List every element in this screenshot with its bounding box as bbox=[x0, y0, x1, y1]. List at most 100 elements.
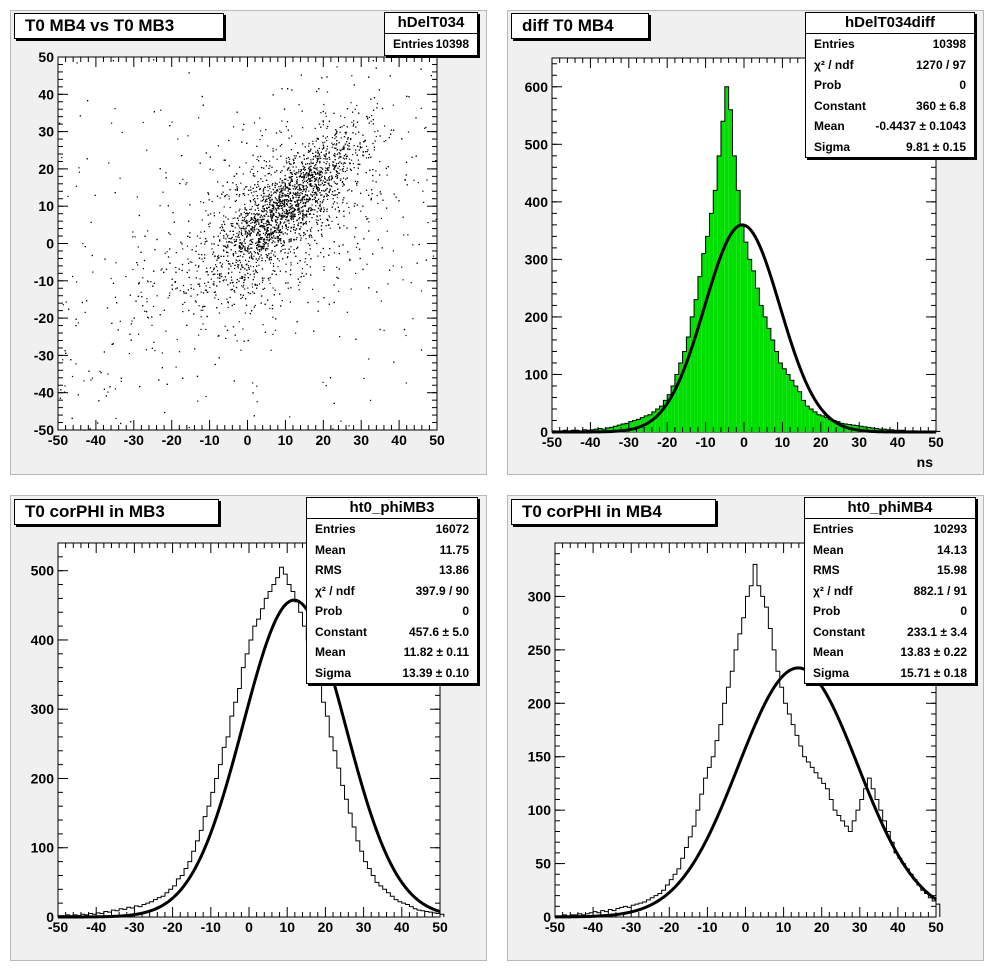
scatter-point bbox=[275, 237, 277, 239]
scatter-point bbox=[263, 239, 265, 241]
scatter-point bbox=[266, 207, 268, 209]
scatter-point bbox=[252, 154, 254, 156]
scatter-point bbox=[274, 227, 276, 229]
scatter-point bbox=[346, 311, 348, 313]
scatter-point bbox=[310, 183, 312, 185]
stats-row: Mean 11.82 ± 0.11 bbox=[307, 642, 477, 663]
scatter-point bbox=[289, 200, 291, 202]
scatter-point bbox=[306, 230, 308, 232]
scatter-point bbox=[249, 235, 251, 237]
scatter-point bbox=[268, 195, 270, 197]
scatter-point bbox=[309, 207, 311, 209]
y-tick-label: 10 bbox=[38, 198, 54, 214]
scatter-point bbox=[338, 172, 340, 174]
scatter-point bbox=[200, 309, 202, 311]
scatter-point bbox=[328, 152, 330, 154]
scatter-point bbox=[278, 188, 280, 190]
scatter-point bbox=[296, 182, 298, 185]
scatter-point bbox=[405, 382, 407, 384]
scatter-point bbox=[175, 366, 177, 368]
scatter-point bbox=[309, 213, 312, 215]
scatter-point bbox=[228, 268, 230, 270]
histogram-bar bbox=[674, 374, 679, 432]
scatter-point bbox=[347, 138, 349, 140]
scatter-point bbox=[273, 214, 275, 216]
scatter-point bbox=[310, 165, 312, 167]
scatter-point bbox=[254, 204, 256, 206]
scatter-point bbox=[282, 233, 284, 235]
scatter-point bbox=[331, 220, 333, 222]
scatter-point bbox=[282, 258, 284, 260]
scatter-point bbox=[289, 183, 291, 185]
scatter-point bbox=[234, 241, 236, 243]
scatter-point bbox=[227, 218, 229, 220]
scatter-point bbox=[284, 188, 286, 190]
scatter-point bbox=[325, 167, 327, 169]
scatter-point bbox=[272, 156, 274, 158]
scatter-point bbox=[247, 272, 249, 274]
scatter-point bbox=[276, 227, 278, 229]
scatter-point bbox=[290, 200, 292, 202]
scatter-point bbox=[317, 179, 319, 181]
scatter-point bbox=[143, 259, 146, 262]
scatter-point bbox=[316, 137, 318, 140]
scatter-point bbox=[280, 229, 282, 231]
scatter-point bbox=[223, 230, 226, 232]
scatter-point bbox=[249, 208, 251, 211]
scatter-point bbox=[221, 225, 223, 228]
scatter-point bbox=[231, 279, 233, 281]
pad-title: T0 MB4 vs T0 MB3 bbox=[14, 13, 224, 39]
scatter-point bbox=[274, 251, 276, 253]
scatter-point bbox=[266, 203, 268, 206]
scatter-point bbox=[282, 199, 284, 201]
scatter-point bbox=[211, 243, 213, 245]
scatter-point bbox=[201, 219, 203, 221]
scatter-point bbox=[348, 158, 350, 160]
scatter-point bbox=[277, 258, 279, 260]
scatter-point bbox=[290, 178, 292, 180]
scatter-point bbox=[254, 224, 256, 227]
scatter-point bbox=[267, 254, 269, 257]
scatter-point bbox=[280, 238, 282, 240]
scatter-point bbox=[245, 264, 247, 266]
scatter-point bbox=[98, 400, 100, 402]
scatter-point bbox=[245, 230, 247, 232]
scatter-point bbox=[318, 88, 320, 90]
stats-value: 13.86 bbox=[438, 563, 469, 577]
scatter-point bbox=[298, 218, 300, 220]
scatter-point bbox=[297, 284, 300, 286]
scatter-point bbox=[362, 134, 364, 136]
scatter-point bbox=[276, 158, 278, 160]
scatter-point bbox=[398, 200, 400, 202]
scatter-point bbox=[286, 216, 288, 218]
y-tick-label: 50 bbox=[38, 49, 54, 65]
scatter-point bbox=[297, 211, 299, 213]
scatter-point bbox=[68, 308, 70, 310]
scatter-point bbox=[146, 149, 148, 151]
scatter-point bbox=[307, 198, 309, 201]
scatter-point bbox=[232, 255, 235, 257]
scatter-point bbox=[333, 181, 335, 183]
scatter-point bbox=[272, 213, 274, 215]
scatter-point bbox=[167, 297, 169, 299]
scatter-point bbox=[198, 253, 200, 255]
scatter-point bbox=[331, 176, 333, 178]
scatter-point bbox=[244, 278, 246, 281]
scatter-point bbox=[298, 233, 300, 235]
scatter-point bbox=[297, 209, 299, 211]
scatter-point bbox=[325, 385, 327, 387]
scatter-point bbox=[248, 189, 250, 191]
scatter-point bbox=[333, 194, 335, 197]
scatter-point bbox=[204, 243, 206, 245]
scatter-point bbox=[407, 131, 410, 133]
scatter-point bbox=[335, 170, 337, 172]
scatter-point bbox=[289, 163, 291, 165]
scatter-point bbox=[291, 195, 294, 197]
scatter-point bbox=[308, 172, 310, 174]
scatter-point bbox=[231, 271, 233, 273]
scatter-point bbox=[422, 190, 424, 192]
scatter-point bbox=[297, 172, 299, 174]
scatter-point bbox=[304, 214, 306, 216]
scatter-point bbox=[365, 157, 368, 159]
scatter-point bbox=[415, 155, 417, 157]
